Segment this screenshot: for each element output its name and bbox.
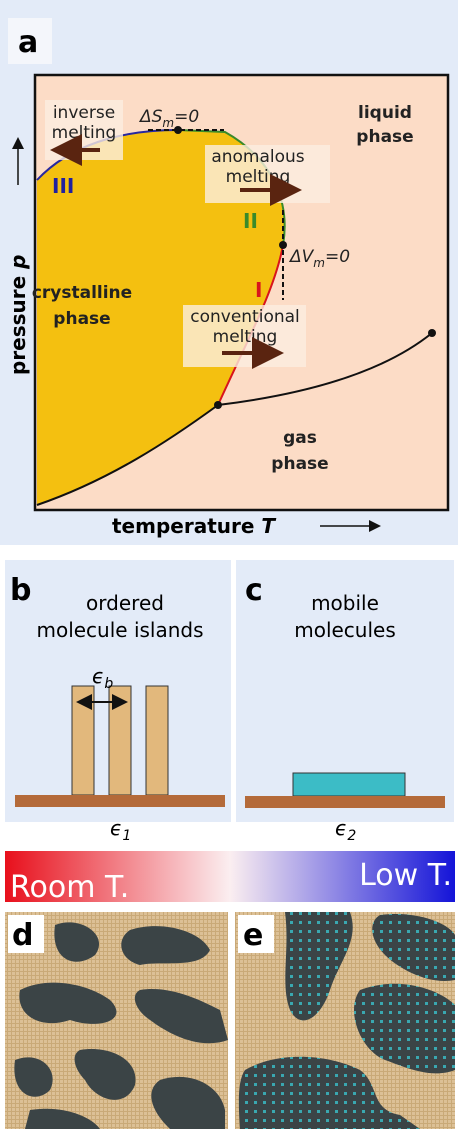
room-t: Room T. <box>10 870 129 905</box>
inverse-label: inverse <box>53 103 115 123</box>
substrate <box>15 795 225 807</box>
critical-point <box>428 329 436 337</box>
panel-title: molecule islands <box>36 618 203 642</box>
anomalous-label: anomalous <box>211 147 304 167</box>
branch-II: II <box>243 209 258 233</box>
inverse-label: melting <box>52 123 117 143</box>
low-t: Low T. <box>359 858 452 893</box>
panel-label: c <box>245 573 263 608</box>
y-axis-label: pressure p <box>6 254 30 375</box>
crystalline-label: crystalline <box>32 283 132 303</box>
panel-title: molecules <box>294 618 396 642</box>
liquid-label: phase <box>356 127 413 147</box>
panel-title: mobile <box>311 591 379 615</box>
x-axis-label: temperature T <box>112 514 276 538</box>
figure: a ΔSm=0 ΔVm=0 liquid phase inverse melti… <box>0 0 458 1129</box>
panel-label: d <box>12 918 33 953</box>
molecule <box>293 773 405 796</box>
liquid-label: liquid <box>358 103 412 123</box>
branch-I: I <box>255 278 262 302</box>
gas-label: gas <box>283 428 317 448</box>
panel-label: b <box>10 573 31 608</box>
panel-title: ordered <box>86 591 164 615</box>
molecule <box>146 686 168 795</box>
conventional-label: melting <box>213 327 278 347</box>
anomalous-label: melting <box>226 167 291 187</box>
substrate <box>245 796 445 808</box>
panel-label: a <box>18 25 38 60</box>
crystalline-label: phase <box>53 309 110 329</box>
triple-point <box>214 401 222 409</box>
conventional-label: conventional <box>190 307 300 327</box>
panel-label: e <box>243 918 263 953</box>
gas-label: phase <box>271 454 328 474</box>
branch-III: III <box>52 174 74 198</box>
